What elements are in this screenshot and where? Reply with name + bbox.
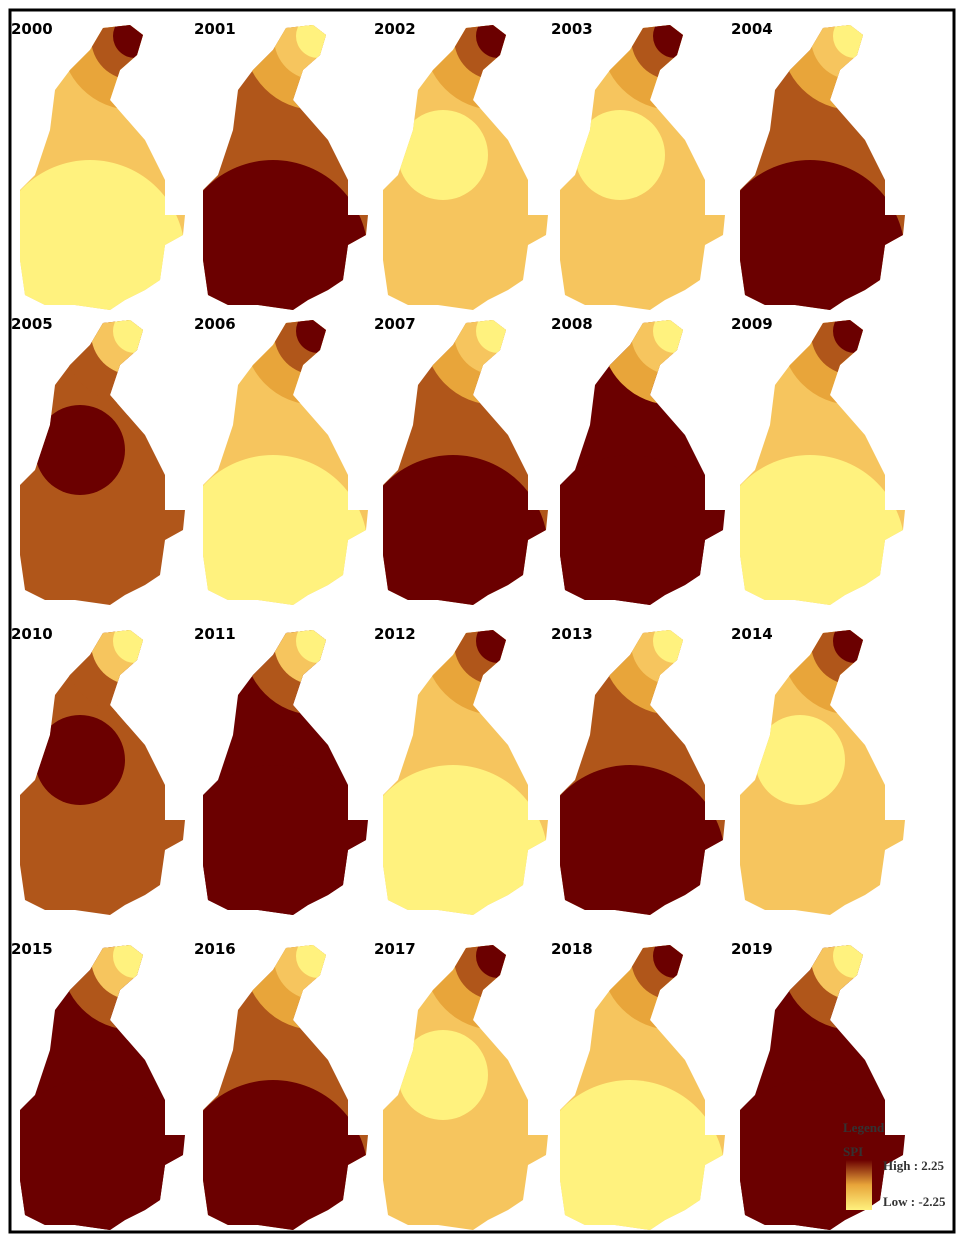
zone-core xyxy=(560,455,725,605)
year-label: 2009 xyxy=(731,315,773,333)
map-panel: 2006 xyxy=(194,315,368,605)
year-label: 2017 xyxy=(374,940,416,958)
map xyxy=(560,945,725,1230)
map-panel: 2001 xyxy=(194,20,368,310)
legend-low: Low : -2.25 xyxy=(883,1194,946,1209)
year-label: 2019 xyxy=(731,940,773,958)
map-panel: 2016 xyxy=(194,940,368,1230)
zone-core xyxy=(398,110,488,200)
map-panel: 2011 xyxy=(194,625,368,915)
zone-core xyxy=(383,455,548,605)
zone-tip xyxy=(476,630,520,663)
zone-tip xyxy=(476,25,520,58)
zone-tip xyxy=(653,945,697,978)
year-label: 2014 xyxy=(731,625,773,643)
year-label: 2004 xyxy=(731,20,773,38)
year-label: 2006 xyxy=(194,315,236,333)
map xyxy=(20,25,185,310)
map-panel: 2015 xyxy=(11,940,185,1230)
zone-core xyxy=(35,405,125,495)
zone-core xyxy=(575,110,665,200)
zone-tip xyxy=(833,630,877,663)
map xyxy=(383,25,548,310)
zone-tip xyxy=(113,320,157,353)
map-panel: 2005 xyxy=(11,315,185,605)
map-panel: 2004 xyxy=(731,20,905,310)
legend-title: Legend xyxy=(843,1120,885,1135)
map-panel: 2013 xyxy=(551,625,725,915)
map-panel: 2007 xyxy=(374,315,548,605)
legend-high: High : 2.25 xyxy=(883,1158,945,1173)
zone-core xyxy=(383,765,548,915)
year-label: 2008 xyxy=(551,315,593,333)
year-label: 2012 xyxy=(374,625,416,643)
legend-field: SPI xyxy=(843,1144,863,1159)
zone-tip xyxy=(296,25,340,58)
year-label: 2016 xyxy=(194,940,236,958)
zone-core xyxy=(398,1030,488,1120)
zone-core xyxy=(740,455,905,605)
zone-core xyxy=(755,715,845,805)
year-label: 2007 xyxy=(374,315,416,333)
zone-tip xyxy=(113,25,157,58)
zone-tip xyxy=(653,630,697,663)
map xyxy=(740,945,905,1230)
zone-tip xyxy=(833,320,877,353)
zone-core xyxy=(203,765,368,915)
map-panel: 2018 xyxy=(551,940,725,1230)
map-panel: 2002 xyxy=(374,20,548,310)
zone-core xyxy=(203,455,368,605)
frame xyxy=(8,8,956,1234)
year-label: 2018 xyxy=(551,940,593,958)
map xyxy=(203,945,368,1230)
map-panel: 2010 xyxy=(11,625,185,915)
map xyxy=(740,25,905,310)
zone-tip xyxy=(113,945,157,978)
map-panel: 2019 xyxy=(731,940,905,1230)
year-label: 2003 xyxy=(551,20,593,38)
year-label: 2000 xyxy=(11,20,53,38)
map xyxy=(203,25,368,310)
map xyxy=(560,25,725,310)
map-panel: 2017 xyxy=(374,940,548,1230)
map-grid: 2000 2001 2002 2003 2004 2005 2006 2007 2008 2009… xyxy=(11,20,905,1230)
year-label: 2013 xyxy=(551,625,593,643)
zone-core xyxy=(35,715,125,805)
year-label: 2010 xyxy=(11,625,53,643)
map xyxy=(383,945,548,1230)
year-label: 2011 xyxy=(194,625,236,643)
zone-tip xyxy=(296,945,340,978)
map-panel: 2012 xyxy=(374,625,548,915)
map-panel: 2008 xyxy=(551,315,725,605)
zone-tip xyxy=(113,630,157,663)
zone-tip xyxy=(833,945,877,978)
zone-tip xyxy=(476,320,520,353)
zone-tip xyxy=(476,945,520,978)
map-panel: 2009 xyxy=(731,315,905,605)
year-label: 2005 xyxy=(11,315,53,333)
map xyxy=(20,945,185,1230)
zone-tip xyxy=(653,320,697,353)
zone-core xyxy=(560,765,725,915)
zone-tip xyxy=(833,25,877,58)
map-panel: 2014 xyxy=(731,625,905,915)
legend: Legend SPI High : 2.25 Low : -2.25 xyxy=(843,1120,946,1210)
year-label: 2002 xyxy=(374,20,416,38)
zone-tip xyxy=(296,630,340,663)
zone-tip xyxy=(653,25,697,58)
year-label: 2015 xyxy=(11,940,53,958)
legend-ramp xyxy=(846,1160,872,1210)
map-panel: 2003 xyxy=(551,20,725,310)
year-label: 2001 xyxy=(194,20,236,38)
map-panel: 2000 xyxy=(11,20,185,310)
zone-tip xyxy=(296,320,340,353)
